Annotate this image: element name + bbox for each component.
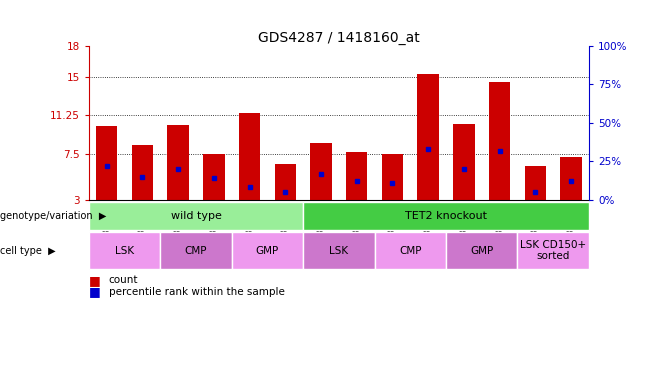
Bar (561, 157, 582, 200)
Bar (446, 232, 517, 269)
Bar (382, 154, 403, 200)
Text: LSK: LSK (329, 245, 349, 256)
Bar (346, 152, 367, 200)
Bar (96, 126, 117, 200)
Text: TET2 knockout: TET2 knockout (405, 211, 487, 221)
Bar (303, 232, 374, 269)
Bar (417, 74, 439, 200)
Text: count: count (109, 275, 138, 285)
Text: CMP: CMP (185, 245, 207, 256)
Text: ■: ■ (89, 274, 101, 287)
Text: LSK CD150+
sorted: LSK CD150+ sorted (520, 240, 586, 262)
Bar (167, 125, 189, 200)
Bar (89, 232, 161, 269)
Bar (232, 232, 303, 269)
Text: percentile rank within the sample: percentile rank within the sample (109, 287, 284, 297)
Text: CMP: CMP (399, 245, 422, 256)
Bar (239, 113, 261, 200)
Bar (517, 232, 589, 269)
Text: wild type: wild type (170, 211, 222, 221)
Bar (374, 232, 446, 269)
Text: ■: ■ (89, 285, 101, 298)
Text: GMP: GMP (256, 245, 279, 256)
Bar (132, 146, 153, 200)
Bar (311, 143, 332, 200)
Bar (274, 164, 296, 200)
Bar (161, 232, 232, 269)
Bar (489, 82, 511, 200)
Bar (89, 202, 303, 230)
Bar (524, 166, 546, 200)
Text: GMP: GMP (470, 245, 494, 256)
Text: LSK: LSK (115, 245, 134, 256)
Text: cell type  ▶: cell type ▶ (0, 245, 56, 256)
Title: GDS4287 / 1418160_at: GDS4287 / 1418160_at (258, 31, 420, 45)
Bar (453, 124, 474, 200)
Text: genotype/variation  ▶: genotype/variation ▶ (0, 211, 107, 221)
Bar (303, 202, 589, 230)
Bar (203, 154, 224, 200)
